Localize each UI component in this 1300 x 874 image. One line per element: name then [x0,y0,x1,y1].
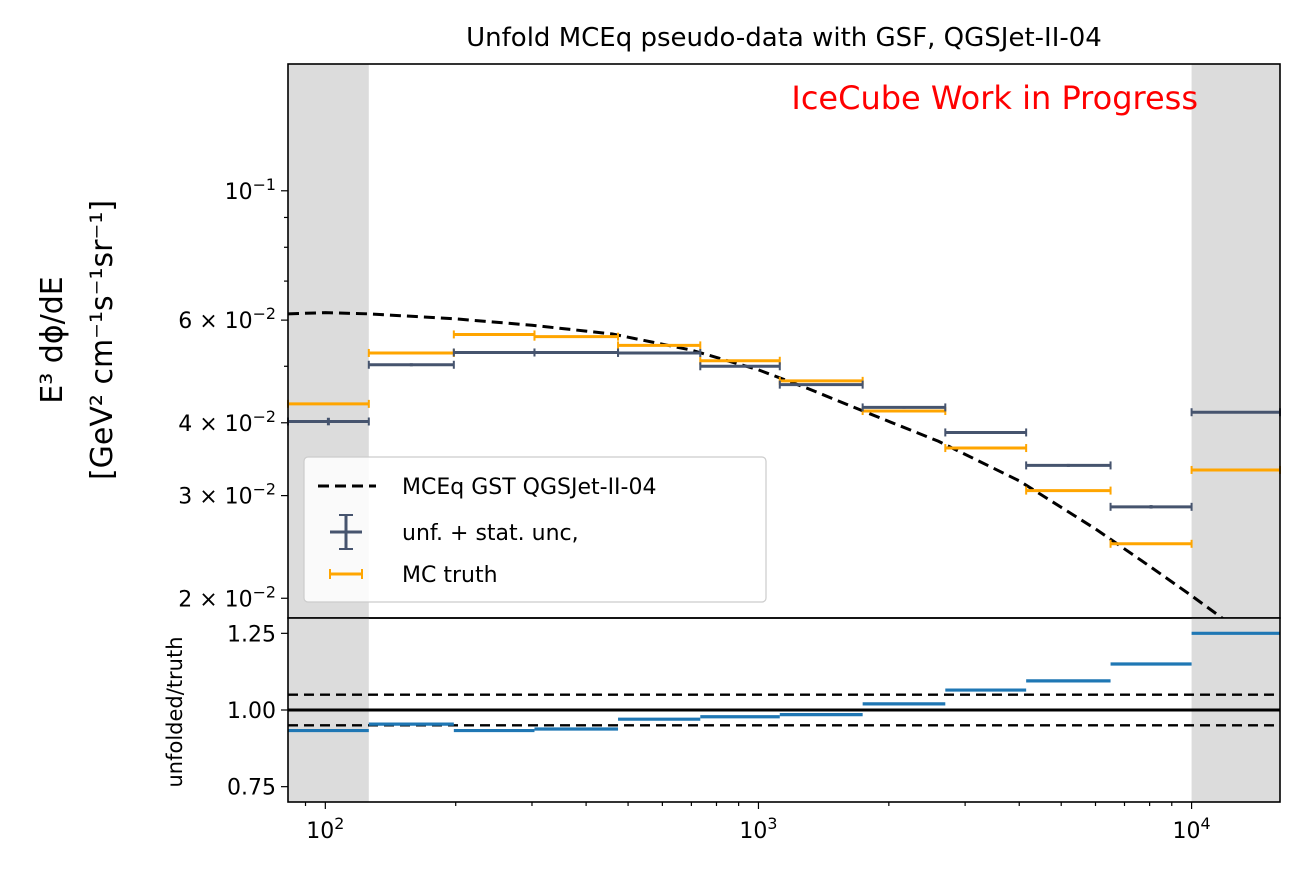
top-ytick-label-0: 10−1 [225,175,276,205]
legend-box [303,456,767,603]
work-in-progress-label: IceCube Work in Progress [791,79,1198,117]
xtick-label-1: 103 [739,814,777,844]
y-axis-label-quantity: E³ dϕ/dE [35,276,70,403]
ratio-y-axis-label: unfolded/truth [163,636,187,787]
top-ytick-label-2: 4 × 10−2 [178,407,276,437]
xtick-label-0: 102 [306,814,344,844]
ratio-ytick-label-1: 1.00 [227,699,276,724]
top-ytick-label-1: 6 × 10−2 [178,304,276,334]
ratio-ytick-label-2: 0.75 [227,776,276,801]
legend-truth-label: MC truth [402,563,498,588]
legend: MCEq GST QGSJet-II-04 unf. + stat. unc, MC… [303,456,767,603]
chart-title: Unfold MCEq pseudo-data with GSF, QGSJet… [466,23,1102,53]
shaded-region-top-1 [1191,64,1280,618]
top-ytick-label-3: 3 × 10−2 [178,480,276,510]
top-panel: 10−1 6 × 10−2 4 × 10−2 3 × 10−2 2 × 10−2 IceC… [178,63,1281,619]
legend-mceq-label: MCEq GST QGSJet-II-04 [402,475,656,500]
mceq-curve [288,311,1225,618]
y-axis-label-units: [GeV² cm⁻¹s⁻¹sr⁻¹] [85,200,120,480]
ratio-panel: 1.25 1.00 0.75 102 103 104 [227,617,1281,844]
legend-unfolded-label: unf. + stat. unc, [402,521,579,546]
ratio-ytick-label-0: 1.25 [227,622,276,647]
top-ytick-label-4: 2 × 10−2 [178,582,276,612]
ratio-axes-frame [287,617,1281,803]
xtick-label-2: 104 [1173,814,1211,844]
